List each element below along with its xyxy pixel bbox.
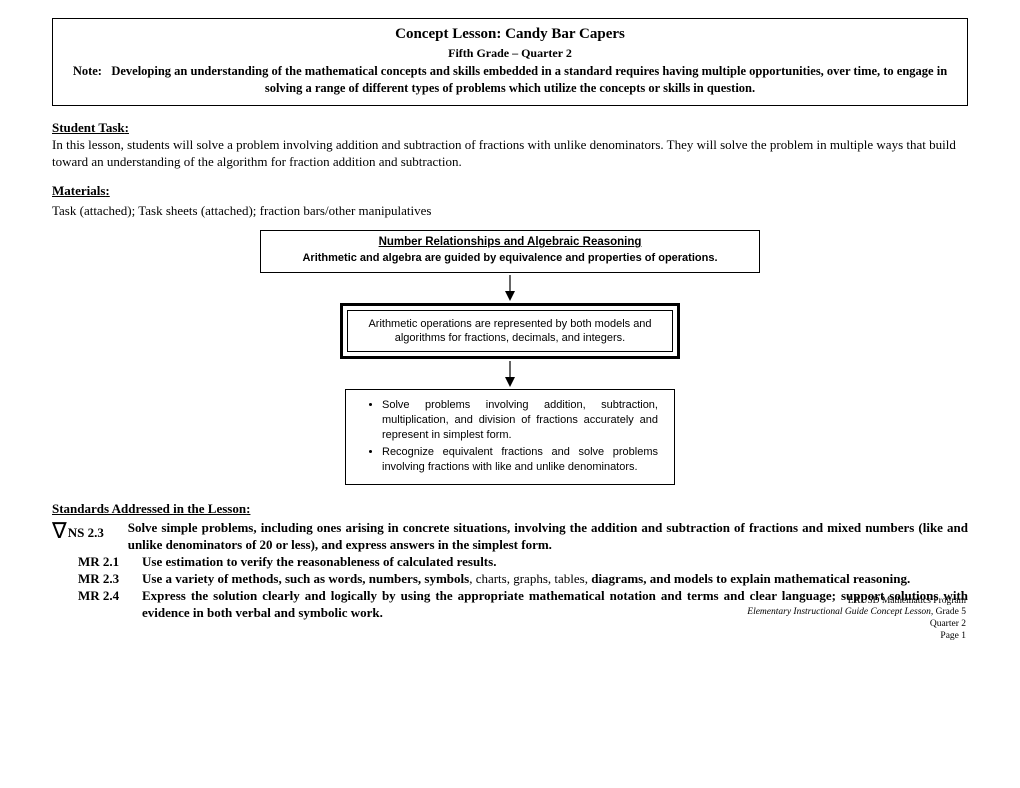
standards-heading: Standards Addressed in the Lesson:	[52, 501, 250, 516]
standard-ns23: ∇ NS 2.3 Solve simple problems, includin…	[52, 520, 968, 554]
std-text-mr23: Use a variety of methods, such as words,…	[142, 571, 968, 588]
footer-line-4: Page 1	[52, 631, 966, 643]
student-task-section: Student Task: In this lesson, students w…	[52, 120, 968, 171]
box1-subtitle: Arithmetic and algebra are guided by equ…	[271, 251, 749, 265]
std-code-mr24: MR 2.4	[78, 588, 142, 605]
concept-box-3: Solve problems involving addition, subtr…	[345, 389, 675, 485]
student-task-text: In this lesson, students will solve a pr…	[52, 137, 968, 171]
arrow-down-icon	[500, 273, 520, 303]
standard-mr21: MR 2.1 Use estimation to verify the reas…	[78, 554, 968, 571]
materials-text: Task (attached); Task sheets (attached);…	[52, 203, 968, 220]
materials-heading: Materials:	[52, 183, 110, 198]
student-task-heading: Student Task:	[52, 120, 129, 135]
std-text-ns23: Solve simple problems, including ones ar…	[128, 520, 968, 554]
box1-title: Number Relationships and Algebraic Reaso…	[271, 235, 749, 250]
concept-box-1: Number Relationships and Algebraic Reaso…	[260, 230, 760, 272]
lesson-title: Concept Lesson: Candy Bar Capers	[67, 25, 953, 45]
std-code-mr21: MR 2.1	[78, 554, 142, 571]
box3-bullet-2: Recognize equivalent fractions and solve…	[382, 445, 658, 475]
concept-box-2: Arithmetic operations are represented by…	[340, 303, 680, 360]
nabla-icon: ∇	[52, 520, 67, 542]
materials-section: Materials: Task (attached); Task sheets …	[52, 183, 968, 221]
standard-mr23: MR 2.3 Use a variety of methods, such as…	[78, 571, 968, 588]
box3-bullet-1: Solve problems involving addition, subtr…	[382, 398, 658, 443]
lesson-subtitle: Fifth Grade – Quarter 2	[67, 46, 953, 62]
std-code-ns23: NS 2.3	[68, 520, 128, 542]
header-box: Concept Lesson: Candy Bar Capers Fifth G…	[52, 18, 968, 106]
arrow-down-icon	[500, 359, 520, 389]
box2-text: Arithmetic operations are represented by…	[347, 310, 673, 353]
standards-section: Standards Addressed in the Lesson: ∇ NS …	[52, 501, 968, 621]
lesson-note: Note: Developing an understanding of the…	[67, 63, 953, 97]
std-code-mr23: MR 2.3	[78, 571, 142, 588]
std-text-mr21: Use estimation to verify the reasonablen…	[142, 554, 968, 571]
concept-flow: Number Relationships and Algebraic Reaso…	[52, 230, 968, 485]
